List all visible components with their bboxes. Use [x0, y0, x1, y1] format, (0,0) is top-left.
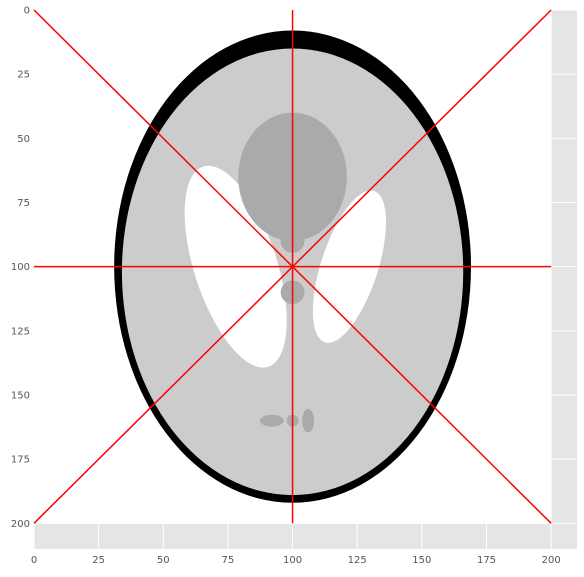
tick-labels: 0 25 50 75 100 125 150 175 200 0 25 50 75 100 125 150 17…: [11, 6, 561, 567]
y-tick-label: 125: [11, 326, 30, 337]
line-overlay: [33, 9, 552, 524]
y-tick-label: 100: [11, 262, 30, 273]
y-tick-label: 50: [17, 134, 30, 145]
x-tick-label: 25: [92, 555, 105, 566]
x-tick-label: 150: [412, 555, 431, 566]
x-tick-label: 125: [348, 555, 367, 566]
x-tick-label: 0: [31, 555, 37, 566]
x-tick-label: 200: [542, 555, 561, 566]
phantom-ellipse: [259, 414, 284, 427]
x-tick-label: 100: [283, 555, 302, 566]
x-tick-label: 175: [477, 555, 496, 566]
x-tick-label: 75: [222, 555, 235, 566]
phantom-ellipse: [302, 408, 315, 433]
y-tick-label: 25: [17, 70, 30, 81]
y-tick-label: 150: [11, 391, 30, 402]
y-tick-label: 175: [11, 455, 30, 466]
y-tick-label: 200: [11, 519, 30, 530]
x-tick-label: 50: [157, 555, 170, 566]
y-tick-label: 0: [24, 6, 30, 17]
y-tick-label: 75: [17, 198, 30, 209]
